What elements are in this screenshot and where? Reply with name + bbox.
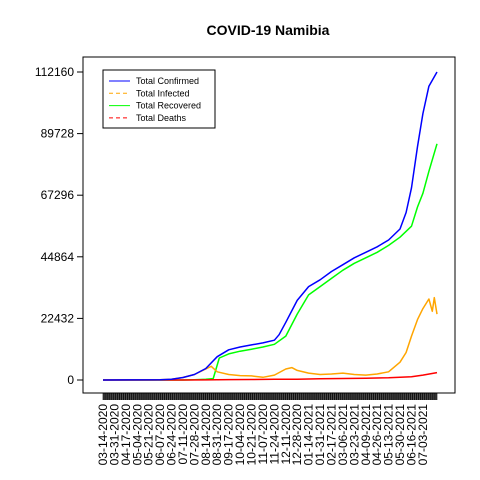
x-tick-label: 03-23-2021 [347, 404, 361, 466]
x-tick-label: 04-17-2020 [119, 404, 133, 466]
x-tick-label: 07-28-2020 [187, 404, 201, 466]
x-tick-label: 07-03-2021 [416, 404, 430, 466]
x-tick-label: 05-21-2020 [142, 404, 156, 466]
x-tick-label: 02-17-2021 [324, 404, 338, 466]
x-tick-label: 11-24-2020 [267, 404, 281, 465]
series-line-total-deaths [103, 371, 438, 381]
x-tick-label: 10-04-2020 [233, 404, 247, 466]
x-tick-label: 08-14-2020 [199, 404, 213, 466]
legend-label-total-recovered: Total Recovered [136, 101, 201, 111]
series-line-total-confirmed [102, 71, 438, 381]
series-layer [102, 71, 438, 381]
x-tick-label: 07-11-2020 [176, 404, 190, 465]
y-tick-label: 22432 [41, 311, 75, 325]
y-tick-label: 67296 [41, 188, 75, 202]
y-tick-label: 0 [67, 373, 74, 387]
legend-label-total-confirmed: Total Confirmed [136, 76, 199, 86]
x-tick-label: 04-09-2021 [359, 404, 373, 466]
x-tick-label: 05-04-2020 [130, 404, 144, 466]
x-tick-label: 06-24-2020 [165, 404, 179, 466]
legend-box [102, 69, 216, 129]
x-tick-label: 11-07-2020 [256, 404, 270, 465]
y-tick-label: 89728 [41, 127, 75, 141]
y-tick-label: 112160 [35, 65, 74, 79]
legend: Total Confirmed Total Infected Total Recov… [102, 69, 216, 129]
x-tick-label: 01-14-2021 [302, 404, 316, 466]
x-tick-label: 03-06-2021 [336, 404, 350, 466]
x-tick-label: 10-21-2020 [245, 404, 259, 466]
x-tick-label: 05-30-2021 [393, 404, 407, 466]
x-tick-label: 03-14-2020 [96, 404, 110, 466]
legend-label-total-infected: Total Infected [136, 88, 190, 98]
chart-title: COVID-19 Namibia [207, 22, 330, 38]
x-tick-label: 03-31-2020 [107, 404, 121, 466]
x-tick-label: 06-16-2021 [404, 404, 418, 466]
x-tick-label: 04-26-2021 [370, 404, 384, 466]
legend-label-total-deaths: Total Deaths [136, 113, 187, 123]
x-tick-label: 12-11-2020 [279, 404, 293, 465]
x-tick-label: 12-28-2020 [290, 404, 304, 466]
series-line-total-infected [102, 296, 438, 381]
x-tick-label: 06-07-2020 [153, 404, 167, 466]
y-tick-label: 44864 [41, 250, 75, 264]
y-axis: 0 22432 44864 67296 89728 112160 [35, 65, 84, 387]
x-tick-label: 01-31-2021 [313, 404, 327, 466]
x-tick-label: 05-13-2021 [382, 404, 396, 466]
x-tick-label: 08-31-2020 [210, 404, 224, 466]
x-tick-label: 09-17-2020 [222, 404, 236, 466]
series-line-total-recovered [103, 143, 438, 381]
x-daily-ticks [102, 393, 438, 400]
x-axis: 03-14-202003-31-202004-17-202005-04-2020… [96, 392, 438, 466]
